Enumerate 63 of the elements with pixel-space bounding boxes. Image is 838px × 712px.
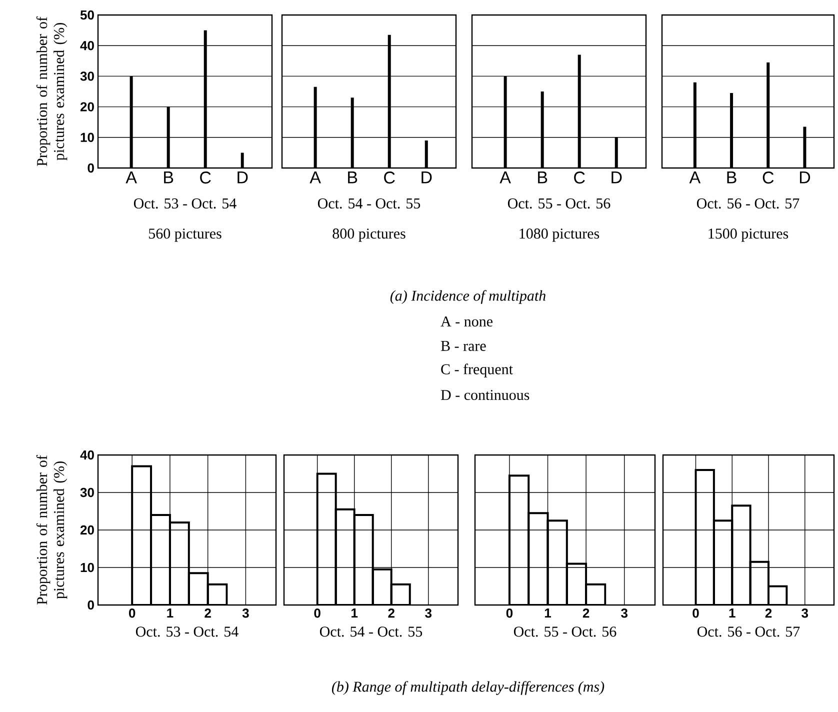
x-tick-label: B xyxy=(538,172,548,184)
y-tick-label: 30 xyxy=(80,72,94,81)
x-tick-label: D xyxy=(800,172,810,184)
x-axis-title: Oct. 56 - Oct. 57 xyxy=(697,626,800,637)
x-tick-label: A xyxy=(310,172,321,184)
y-tick-label: 10 xyxy=(80,132,94,142)
text: 1500 pictures xyxy=(708,228,788,242)
x-tick-label: C xyxy=(384,172,395,184)
y-tick-label: 40 xyxy=(80,450,94,460)
text: A - none xyxy=(440,316,492,327)
x-tick-label: D xyxy=(238,172,248,184)
x-tick-label: 3 xyxy=(425,608,432,618)
x-axis-title: Oct. 55 - Oct. 56 xyxy=(514,626,616,637)
x-tick-label: 0 xyxy=(506,608,513,618)
y-tick-label: 0 xyxy=(88,163,94,173)
x-tick-label: D xyxy=(422,172,432,184)
x-tick-label: A xyxy=(689,172,701,184)
x-tick-label: B xyxy=(164,172,174,184)
text: C - frequent xyxy=(441,364,513,378)
x-tick-label: 2 xyxy=(582,608,590,618)
text: D - continuous xyxy=(440,390,530,400)
text: (a) Incidence of multipath xyxy=(390,290,546,304)
x-axis-title: Oct. 54 - Oct. 55 xyxy=(320,626,422,637)
x-tick-label: 2 xyxy=(765,608,772,618)
x-tick-label: A xyxy=(126,172,137,184)
x-tick-label: A xyxy=(500,172,511,184)
x-axis-title: Oct. 53 - Oct. 54 xyxy=(134,198,236,209)
y-tick-label: 20 xyxy=(80,102,94,112)
x-tick-label: D xyxy=(612,172,622,184)
x-tick-label: 2 xyxy=(388,608,394,618)
text: 1080 pictures xyxy=(520,228,600,242)
x-tick-label: 3 xyxy=(802,608,808,618)
x-tick-label: C xyxy=(200,172,211,184)
x-axis-title: Oct. 53 - Oct. 54 xyxy=(136,626,238,637)
x-tick-label: C xyxy=(574,172,585,184)
x-tick-label: B xyxy=(348,172,358,184)
x-tick-label: 2 xyxy=(204,608,211,618)
y-tick-label: 30 xyxy=(80,488,94,498)
text: 800 pictures xyxy=(332,228,406,242)
x-tick-label: 3 xyxy=(242,608,249,618)
x-tick-label: 0 xyxy=(692,608,699,618)
y-tick-label: 50 xyxy=(80,10,94,20)
text: B - rare xyxy=(440,341,486,351)
x-tick-label: 1 xyxy=(729,608,736,618)
x-tick-label: B xyxy=(727,172,736,184)
x-tick-label: C xyxy=(762,172,774,184)
y-tick-label: 10 xyxy=(80,562,94,572)
text: (b) Range of multipath delay-differences (ms) xyxy=(332,681,604,695)
x-tick-label: 3 xyxy=(621,608,628,618)
y-tick-label: 0 xyxy=(88,600,94,610)
y-tick-label: 20 xyxy=(80,525,94,535)
x-tick-label: 0 xyxy=(128,608,136,618)
x-tick-label: 1 xyxy=(352,608,358,618)
x-axis-title: Oct. 54 - Oct. 55 xyxy=(318,198,420,209)
x-tick-label: 1 xyxy=(167,608,174,618)
x-tick-label: 1 xyxy=(544,608,552,618)
y-axis-title: Proportion of number of pictures examined (%) xyxy=(36,455,68,605)
y-axis-title: Proportion of number of pictures examined (%) xyxy=(36,16,68,166)
x-axis-title: Oct. 55 - Oct. 56 xyxy=(508,198,610,209)
x-axis-title: Oct. 56 - Oct. 57 xyxy=(696,198,800,209)
x-tick-label: 0 xyxy=(314,608,320,618)
text: 560 pictures xyxy=(149,228,222,242)
y-tick-label: 40 xyxy=(80,40,94,50)
